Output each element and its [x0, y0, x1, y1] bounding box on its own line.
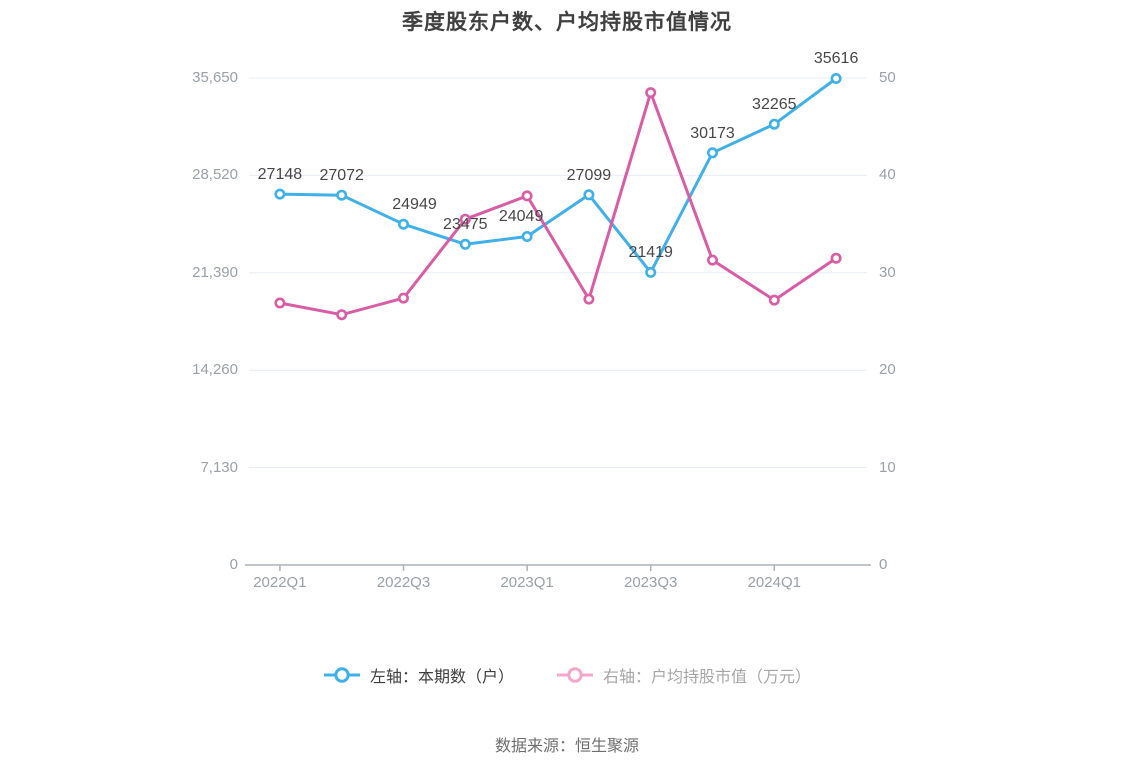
series-point-0 [274, 188, 286, 200]
series-line-1 [278, 91, 838, 317]
point-value-label: 27099 [566, 166, 612, 184]
left-axis-tick: 7,130 [200, 458, 238, 476]
series-point-1 [274, 297, 286, 309]
legend-label: 右轴：户均持股市值（万元） [603, 669, 812, 686]
legend: 左轴：本期数（户） 右轴：户均持股市值（万元） [0, 663, 1134, 687]
left-axis-tick: 21,390 [192, 263, 238, 281]
right-axis-tick: 50 [879, 69, 896, 86]
point-value-label: 24949 [392, 196, 437, 214]
series-point-0 [830, 73, 842, 85]
point-value-label: 27148 [257, 166, 303, 184]
series-point-1 [768, 294, 780, 306]
point-value-label: 30173 [690, 124, 735, 142]
left-axis-tick: 35,650 [192, 69, 238, 86]
point-value-label: 24049 [498, 208, 544, 226]
right-axis-tick: 40 [879, 166, 896, 184]
series-point-1 [459, 213, 471, 225]
series-point-1 [521, 190, 533, 202]
point-value-label: 35616 [813, 50, 859, 68]
point-value-label: 23475 [443, 216, 488, 234]
x-axis-label: 2024Q1 [747, 574, 801, 591]
series-point-0 [706, 147, 718, 159]
point-value-label: 21419 [628, 244, 673, 262]
x-axis-label: 2022Q1 [253, 574, 307, 591]
series-point-1 [583, 293, 595, 305]
series-line-0 [278, 77, 838, 274]
series-point-1 [645, 87, 657, 99]
series-point-0 [583, 189, 595, 201]
right-axis-tick: 30 [879, 263, 896, 281]
series-point-0 [336, 189, 348, 201]
series-point-0 [397, 218, 409, 230]
series-point-0 [459, 238, 471, 250]
pink-line-marker-icon [557, 667, 593, 683]
series-point-0 [645, 266, 657, 278]
data-source-text: 数据来源：恒生聚源 [494, 738, 639, 755]
point-value-label: 27072 [319, 167, 364, 185]
blue-line-marker-icon [323, 667, 360, 683]
series-point-0 [768, 118, 780, 130]
right-axis-tick: 20 [879, 361, 896, 379]
left-axis-tick: 14,260 [192, 361, 238, 379]
left-axis-tick: 0 [229, 556, 238, 573]
x-axis-label: 2023Q1 [500, 574, 554, 591]
series-point-1 [397, 292, 409, 304]
right-axis-tick: 10 [879, 458, 896, 476]
legend-item-market-value[interactable]: 右轴：户均持股市值（万元） [556, 663, 811, 687]
series-point-1 [336, 309, 348, 321]
legend-item-shareholders[interactable]: 左轴：本期数（户） [323, 663, 514, 687]
left-axis-tick: 28,520 [192, 166, 238, 184]
series-point-1 [706, 254, 718, 266]
x-axis-label: 2022Q3 [376, 574, 431, 591]
point-value-label: 32265 [752, 96, 797, 114]
chart-title: 季度股东户数、户均持股市值情况 [402, 11, 732, 34]
right-axis-tick: 0 [879, 556, 888, 573]
legend-label: 左轴：本期数（户） [369, 669, 514, 686]
x-axis-label: 2023Q3 [623, 574, 678, 591]
series-point-1 [830, 252, 842, 264]
series-point-0 [521, 231, 533, 243]
